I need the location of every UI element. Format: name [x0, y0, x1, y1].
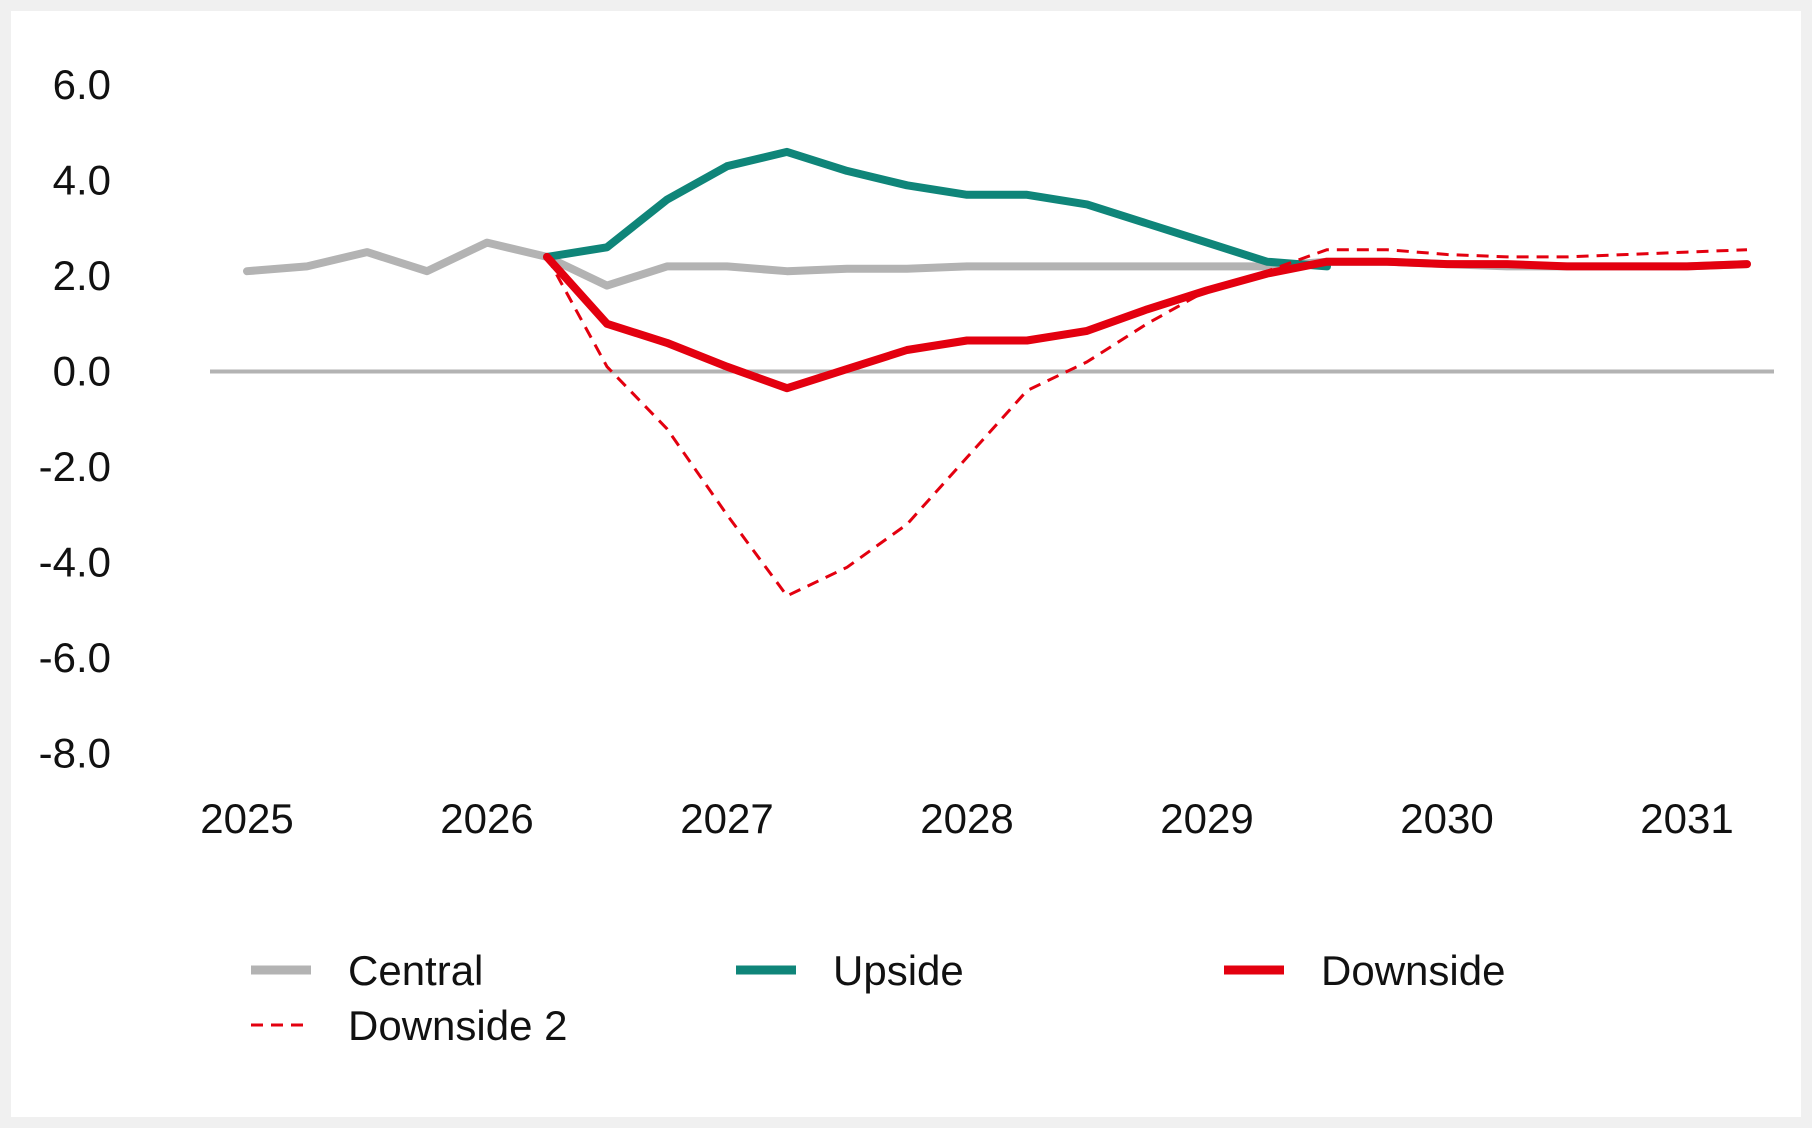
- legend-label: Downside 2: [348, 1002, 567, 1049]
- x-tick-label: 2031: [1640, 795, 1733, 842]
- y-tick-label: -8.0: [39, 730, 111, 777]
- x-tick-label: 2030: [1400, 795, 1493, 842]
- x-axis-ticks: 2025 2026 2027 2028 2029 2030 2031: [200, 795, 1733, 842]
- series-line-downside: [543, 252, 1751, 393]
- y-tick-label: 4.0: [53, 157, 111, 204]
- legend-label: Upside: [833, 947, 964, 994]
- x-tick-label: 2028: [920, 795, 1013, 842]
- x-tick-label: 2025: [200, 795, 293, 842]
- y-tick-label: -6.0: [39, 634, 111, 681]
- y-tick-label: 2.0: [53, 252, 111, 299]
- legend-label: Downside: [1321, 947, 1505, 994]
- series-layer: [243, 147, 1751, 598]
- y-axis-ticks: 6.0 4.0 2.0 0.0 -2.0 -4.0 -6.0 -8.0: [39, 61, 111, 777]
- y-tick-label: -4.0: [39, 539, 111, 586]
- y-tick-label: 0.0: [53, 348, 111, 395]
- chart-frame: 6.0 4.0 2.0 0.0 -2.0 -4.0 -6.0 -8.0 2025 2026 202…: [11, 11, 1801, 1117]
- x-tick-label: 2026: [440, 795, 533, 842]
- x-tick-label: 2029: [1160, 795, 1253, 842]
- series-line-upside: [543, 147, 1331, 271]
- series-line-downside-2: [545, 248, 1748, 598]
- legend-label: Central: [348, 947, 483, 994]
- y-tick-label: 6.0: [53, 61, 111, 108]
- x-tick-label: 2027: [680, 795, 773, 842]
- y-tick-label: -2.0: [39, 443, 111, 490]
- legend: Central Upside Downside Downside 2: [251, 947, 1505, 1049]
- line-chart: 6.04.02.00.0-2.0-4.0-6.0-8.0 2025 2026 202…: [39, 61, 1774, 1049]
